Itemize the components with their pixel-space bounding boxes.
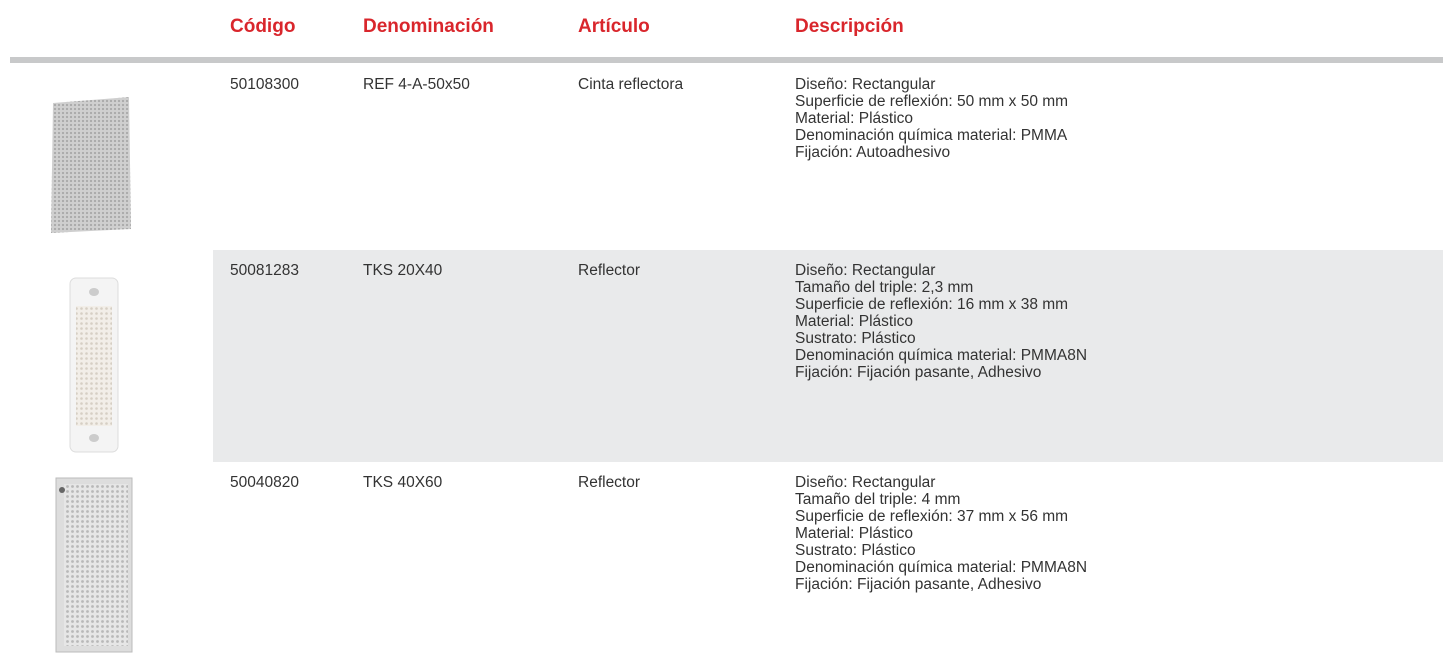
cell-code: 50108300 bbox=[230, 76, 299, 93]
cell-article: Reflector bbox=[578, 474, 641, 491]
cell-name: REF 4-A-50x50 bbox=[363, 76, 470, 93]
description-line: Tamaño del triple: 2,3 mm bbox=[795, 279, 974, 296]
header-rule bbox=[10, 57, 1443, 63]
description-line: Fijación: Fijación pasante, Adhesivo bbox=[795, 364, 1042, 381]
cell-name: TKS 20X40 bbox=[363, 262, 443, 279]
product-image bbox=[55, 477, 133, 653]
description-line: Material: Plástico bbox=[795, 525, 914, 542]
cell-article: Reflector bbox=[578, 262, 641, 279]
description-line: Material: Plástico bbox=[795, 313, 914, 330]
description-line: Diseño: Rectangular bbox=[795, 262, 936, 279]
table-row: 50108300 REF 4-A-50x50 Cinta reflectora Dis… bbox=[213, 64, 1443, 250]
column-header: Denominación bbox=[363, 16, 494, 37]
description-line: Fijación: Autoadhesivo bbox=[795, 144, 951, 161]
table-row: 50081283 TKS 20X40 Reflector Diseño: Rectan… bbox=[213, 250, 1443, 462]
description-line: Fijación: Fijación pasante, Adhesivo bbox=[795, 576, 1042, 593]
description-line: Diseño: Rectangular bbox=[795, 76, 936, 93]
description-line: Superficie de reflexión: 16 mm x 38 mm bbox=[795, 296, 1069, 313]
description-line: Denominación química material: PMMA bbox=[795, 127, 1068, 144]
description-line: Denominación química material: PMMA8N bbox=[795, 559, 1088, 576]
description-line: Material: Plástico bbox=[795, 110, 914, 127]
description-line: Diseño: Rectangular bbox=[795, 474, 936, 491]
product-image bbox=[69, 277, 119, 453]
table-row: 50040820 TKS 40X60 Reflector Diseño: Rectan… bbox=[213, 462, 1443, 664]
description-line: Sustrato: Plástico bbox=[795, 542, 916, 559]
cell-article: Cinta reflectora bbox=[578, 76, 684, 93]
cell-code: 50081283 bbox=[230, 262, 299, 279]
product-image bbox=[51, 97, 131, 233]
description-line: Denominación química material: PMMA8N bbox=[795, 347, 1088, 364]
description-line: Tamaño del triple: 4 mm bbox=[795, 491, 961, 508]
cell-description: Diseño: Rectangular Superficie de reflexi… bbox=[795, 76, 1068, 161]
column-header: Código bbox=[230, 16, 296, 37]
column-header: Artículo bbox=[578, 16, 650, 37]
description-line: Superficie de reflexión: 37 mm x 56 mm bbox=[795, 508, 1069, 525]
cell-name: TKS 40X60 bbox=[363, 474, 443, 491]
cell-code: 50040820 bbox=[230, 474, 299, 491]
column-header: Descripción bbox=[795, 16, 904, 37]
cell-description: Diseño: Rectangular Tamaño del triple: 4 … bbox=[795, 474, 1087, 593]
cell-description: Diseño: Rectangular Tamaño del triple: 2,… bbox=[795, 262, 1087, 381]
description-line: Sustrato: Plástico bbox=[795, 330, 916, 347]
description-line: Superficie de reflexión: 50 mm x 50 mm bbox=[795, 93, 1069, 110]
